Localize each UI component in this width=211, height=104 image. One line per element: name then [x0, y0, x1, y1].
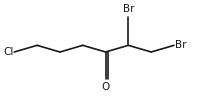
Text: O: O — [101, 82, 110, 92]
Text: Cl: Cl — [3, 47, 13, 57]
Text: Br: Br — [123, 4, 134, 14]
Text: Br: Br — [175, 40, 187, 50]
